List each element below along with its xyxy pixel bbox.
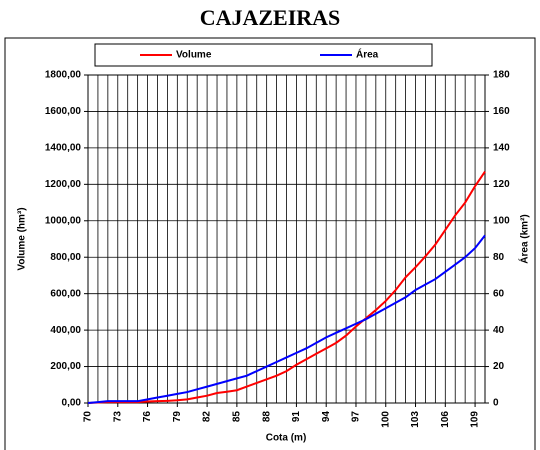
y-tick-label: 1800,00 xyxy=(45,70,82,81)
x-tick-label: 94 xyxy=(321,411,332,423)
chart-frame xyxy=(4,37,536,450)
data-line xyxy=(87,171,486,404)
x-tick-label: 79 xyxy=(172,411,183,423)
y-tick-label: 0,00 xyxy=(62,398,82,409)
x-tick-label: 97 xyxy=(351,411,362,423)
y2-tick-label: 0 xyxy=(493,398,499,409)
y2-tick-label: 180 xyxy=(493,70,510,81)
y-tick-label: 400,00 xyxy=(50,325,81,336)
x-tick-label: 106 xyxy=(440,411,451,428)
y2-tick-label: 160 xyxy=(493,106,510,117)
plot-border xyxy=(87,74,486,404)
y-tick-label: 1200,00 xyxy=(45,179,82,190)
y2-axis-label: Área (km²) xyxy=(518,214,531,263)
x-tick-label: 103 xyxy=(410,411,421,428)
y-tick-label: 1600,00 xyxy=(45,106,82,117)
x-tick-label: 100 xyxy=(380,411,391,428)
x-tick-label: 109 xyxy=(470,411,481,428)
x-tick-label: 70 xyxy=(83,411,94,423)
y2-tick-label: 40 xyxy=(493,325,505,336)
y2-tick-label: 60 xyxy=(493,288,505,299)
data-line xyxy=(87,234,486,404)
y-tick-label: 1000,00 xyxy=(45,215,82,226)
y-tick-label: 1400,00 xyxy=(45,143,82,154)
y2-tick-label: 100 xyxy=(493,215,510,226)
y-tick-label: 800,00 xyxy=(50,252,81,263)
x-tick-label: 82 xyxy=(202,411,213,423)
y2-tick-label: 120 xyxy=(493,179,510,190)
x-tick-label: 88 xyxy=(261,411,272,423)
y2-tick-label: 20 xyxy=(493,361,505,372)
y2-tick-label: 140 xyxy=(493,143,510,154)
legend-label: Área xyxy=(356,48,379,61)
x-tick-label: 76 xyxy=(142,411,153,423)
legend-box xyxy=(94,43,433,67)
x-tick-label: 91 xyxy=(291,411,302,423)
x-tick-label: 85 xyxy=(232,411,243,423)
y-axis-label: Volume (hm³) xyxy=(17,207,28,270)
x-axis-label: Cota (m) xyxy=(266,433,307,444)
y2-tick-label: 80 xyxy=(493,252,505,263)
y-tick-label: 200,00 xyxy=(50,361,81,372)
chart-title: CAJAZEIRAS xyxy=(200,5,341,30)
x-tick-label: 73 xyxy=(112,411,123,423)
legend-label: Volume xyxy=(176,50,212,61)
y-tick-label: 600,00 xyxy=(50,288,81,299)
